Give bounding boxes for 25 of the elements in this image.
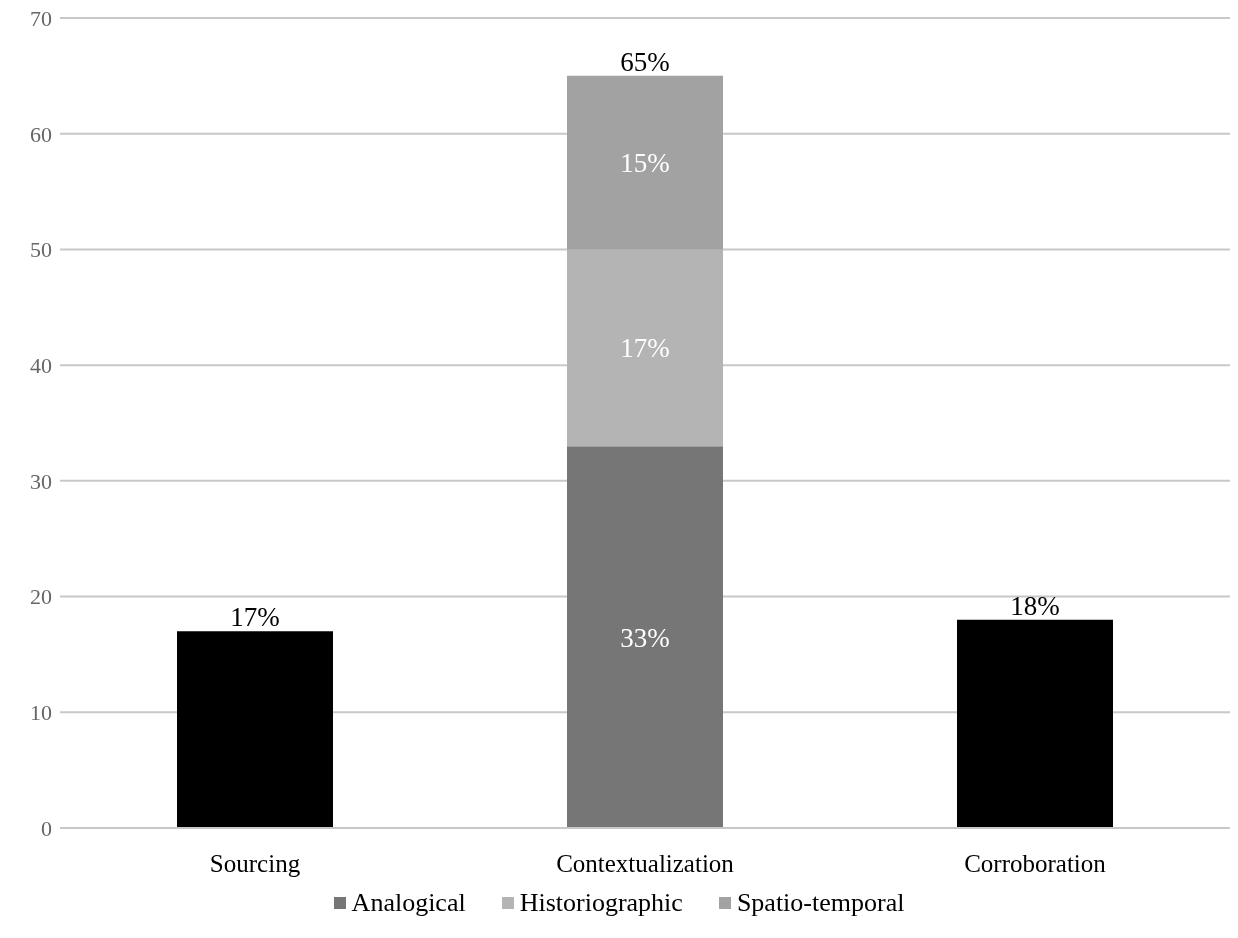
data-label: 18%: [1010, 590, 1060, 621]
legend-label: Analogical: [350, 888, 466, 918]
bar: [177, 631, 333, 828]
y-tick-label: 20: [30, 584, 52, 610]
y-tick-label: 40: [30, 352, 52, 378]
bar: [957, 619, 1113, 828]
y-tick-label: 70: [30, 5, 52, 31]
y-tick-label: 50: [30, 237, 52, 263]
y-tick-label: 10: [30, 700, 52, 726]
legend-label: Historiographic: [518, 888, 683, 918]
x-tick-label: Corroboration: [964, 849, 1107, 877]
x-tick-label: Contextualization: [556, 849, 735, 877]
legend-label: Spatio-temporal: [735, 888, 905, 918]
data-label: 17%: [230, 602, 280, 633]
bar: [567, 446, 723, 828]
total-label: 65%: [620, 46, 670, 77]
y-tick-label: 0: [41, 815, 52, 841]
y-tick-label: 60: [30, 121, 52, 147]
bar: [567, 75, 723, 250]
data-label: 33%: [620, 622, 670, 653]
data-label: 15%: [620, 148, 670, 179]
data-label: 17%: [620, 333, 670, 364]
y-tick-label: 30: [30, 468, 52, 494]
x-tick-label: Sourcing: [209, 849, 301, 877]
bar: [567, 249, 723, 447]
